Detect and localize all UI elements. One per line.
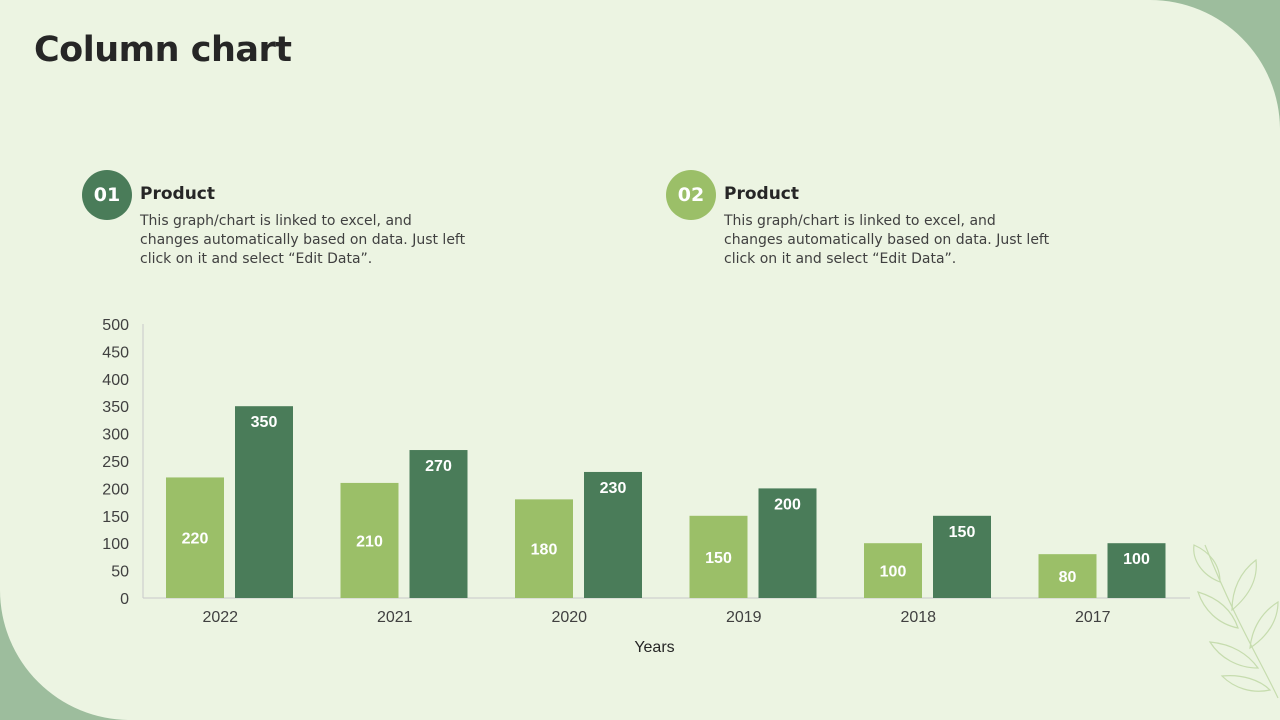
data-label: 350 (251, 414, 278, 431)
bar-series-2 (409, 450, 468, 598)
x-tick-label: 2018 (900, 609, 936, 626)
y-tick-label: 50 (111, 564, 129, 581)
y-tick-label: 400 (102, 372, 129, 389)
x-tick-label: 2017 (1075, 609, 1111, 626)
bar-series-1 (515, 499, 573, 598)
x-tick-label: 2021 (377, 609, 413, 626)
bar-series-2 (933, 515, 991, 598)
page-title: Column chart (34, 30, 292, 70)
y-tick-label: 250 (102, 454, 129, 471)
x-tick-label: 2019 (726, 609, 762, 626)
bar-series-1 (864, 543, 922, 598)
y-tick-label: 200 (102, 481, 129, 498)
y-tick-label: 500 (102, 317, 129, 334)
y-tick-label: 350 (102, 399, 129, 416)
data-label: 270 (425, 458, 452, 475)
y-tick-label: 300 (102, 427, 129, 444)
x-axis-title: Years (634, 639, 674, 656)
y-tick-label: 450 (102, 344, 129, 361)
data-label: 210 (356, 533, 383, 550)
data-label: 100 (1123, 551, 1150, 568)
data-label: 150 (949, 524, 976, 541)
data-label: 100 (880, 564, 907, 581)
legend-title-1: Product (140, 184, 215, 204)
bar-series-1 (689, 515, 748, 598)
data-label: 230 (600, 480, 627, 497)
legend-description-1: This graph/chart is linked to excel, and… (140, 213, 466, 267)
leaf-decoration-icon (1193, 544, 1279, 699)
bar-series-1 (166, 477, 224, 598)
bar-series-1 (340, 482, 399, 598)
number-badge-1: 01 (82, 170, 132, 220)
bar-series-2 (584, 471, 642, 598)
legend-description-2: This graph/chart is linked to excel, and… (724, 213, 1050, 267)
number-badge-2: 02 (666, 170, 716, 220)
bar-series-2 (235, 406, 293, 598)
data-label: 150 (705, 550, 732, 567)
x-tick-label: 2020 (551, 609, 587, 626)
legend-title-2: Product (724, 184, 799, 204)
y-tick-label: 0 (120, 591, 129, 608)
x-tick-label: 2022 (202, 609, 238, 626)
bar-series-2 (1107, 543, 1166, 598)
data-label: 180 (531, 542, 558, 559)
y-tick-label: 100 (102, 536, 129, 553)
data-label: 200 (774, 496, 801, 513)
y-tick-label: 150 (102, 509, 129, 526)
bar-series-2 (758, 488, 817, 598)
data-label: 220 (182, 531, 209, 548)
bar-series-1 (1038, 554, 1097, 598)
data-label: 80 (1059, 569, 1077, 586)
